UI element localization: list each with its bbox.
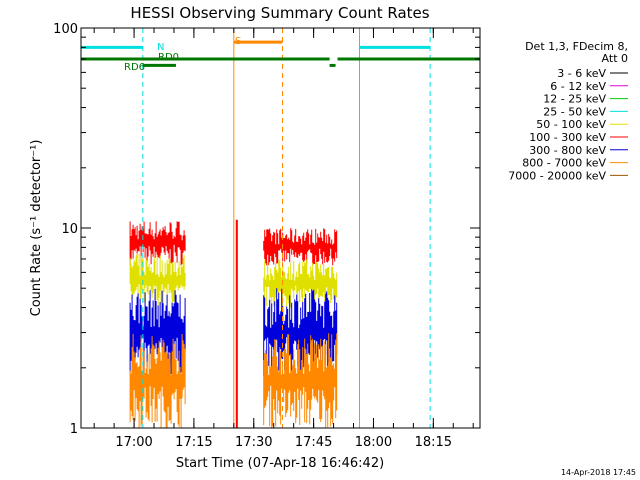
series-trace-2-0 (129, 289, 186, 376)
x-tick-label-5: 18:15 (415, 435, 452, 450)
y-tick-label-0: 1 (70, 422, 78, 437)
x-tick-label-0: 17:00 (115, 435, 152, 450)
chart-title: HESSI Observing Summary Count Rates (130, 4, 429, 22)
y-tick-label-2: 100 (53, 22, 78, 37)
legend-entry-label-8: 7000 - 20000 keV (508, 169, 606, 182)
series-50-100kev (129, 253, 338, 308)
y-axis-label: Count Rate (s⁻¹ detector⁻¹) (29, 140, 44, 317)
x-axis-label: Start Time (07-Apr-18 16:46:42) (176, 456, 384, 471)
legend-entry-label-3: 25 - 50 keV (543, 105, 606, 118)
series-trace-0-0 (129, 221, 186, 266)
flag-bars: N S RD0 RD6 (81, 36, 480, 73)
flag-label-s: S (235, 36, 241, 47)
x-tick-label-3: 17:45 (295, 435, 332, 450)
flag-label-n: N (157, 42, 164, 53)
legend-entry-label-1: 6 - 12 keV (550, 80, 606, 93)
x-tick-label-2: 17:30 (235, 435, 272, 450)
legend-entry-label-7: 800 - 7000 keV (522, 157, 606, 170)
series-trace-1-0 (129, 253, 186, 308)
series-trace-3-0 (129, 333, 186, 428)
axes: 1 10 100 17:00 17:15 17:30 17:45 18:00 18:15 (53, 22, 480, 450)
series-trace-3-1 (263, 333, 338, 428)
series-trace-1-1 (263, 259, 338, 308)
legend-entry-label-5: 100 - 300 keV (529, 131, 606, 144)
flag-label-rd0: RD0 (158, 52, 179, 63)
legend-header-line-2: Att 0 (602, 52, 628, 65)
series-100-300kev (129, 221, 338, 266)
x-tick-label-4: 18:00 (355, 435, 392, 450)
x-tick-label-1: 17:15 (175, 435, 212, 450)
series-800-7000kev (129, 333, 338, 428)
legend-entry-label-0: 3 - 6 keV (557, 67, 606, 80)
legend-entry-label-4: 50 - 100 keV (536, 118, 606, 131)
y-tick-label-1: 10 (61, 222, 78, 237)
legend-entry-label-6: 300 - 800 keV (529, 144, 606, 157)
flag-label-rd6: RD6 (124, 62, 145, 73)
footer-timestamp: 14-Apr-2018 17:45 (561, 468, 636, 477)
data-layer (129, 219, 338, 428)
series-trace-0-1 (263, 228, 338, 266)
legend-entry-label-2: 12 - 25 keV (543, 93, 606, 106)
legend-header-line-1: Det 1,3, FDecim 8, (525, 40, 628, 53)
